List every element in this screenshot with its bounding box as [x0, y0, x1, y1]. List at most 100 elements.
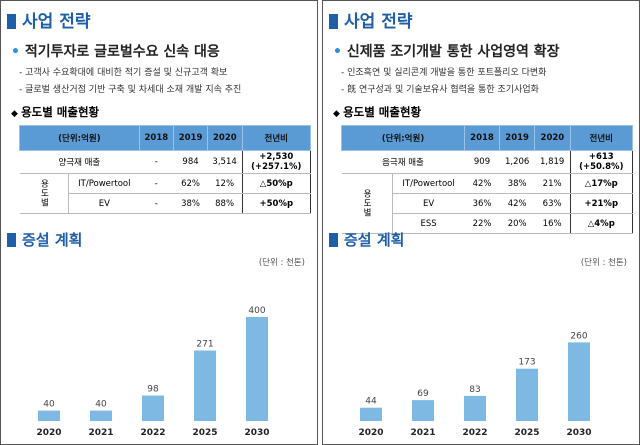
bullet: - 旣 연구성과 및 기술보유사 협력을 통한 조기사업화	[341, 85, 539, 95]
header-cell: 전년비	[241, 125, 312, 151]
header-row: (단위:억원) 2018 2019 2020 전년비	[341, 125, 634, 151]
cell: △50%p	[241, 173, 312, 194]
header-cell: 2020	[207, 125, 243, 151]
cell: 양극재 매출	[19, 150, 140, 174]
cell: 36%	[464, 193, 500, 214]
chart-title: 증설 계획	[7, 229, 82, 250]
table-title: 용도별 매출현황	[333, 104, 421, 120]
x-tick-label: 2025	[192, 428, 217, 438]
x-tick-label: 2025	[514, 428, 539, 438]
bar	[38, 410, 60, 421]
cell: -	[139, 150, 174, 174]
cell: EV	[68, 193, 140, 214]
cell: 3,514	[207, 150, 243, 174]
value-label: 83	[469, 385, 480, 395]
x-tick-label: 2021	[88, 428, 113, 438]
section-title: 사업 전략	[7, 7, 90, 32]
cell: -	[139, 193, 174, 214]
bullet: - 인조흑연 및 실리콘계 개발을 통한 포트폴리오 다변화	[341, 68, 547, 78]
x-tick-label: 2030	[244, 428, 269, 438]
cell: 20%	[499, 213, 535, 234]
unit-label: (단위 : 천톤)	[258, 258, 305, 268]
bullet: - 글로벌 생산거점 기반 구축 및 차세대 소재 개발 지속 추진	[19, 85, 242, 95]
cell: △4%p	[569, 213, 634, 234]
bar	[194, 350, 216, 421]
cell: ESS	[392, 213, 465, 234]
group-label: 용도별	[341, 173, 393, 234]
subtitle: 적기투자로 글로벌수요 신속 대응	[11, 41, 220, 61]
header-cell: 2018	[463, 125, 501, 151]
header-cell: (단위:억원)	[341, 125, 465, 151]
subtitle: 신제품 조기개발 통한 사업영역 확장	[333, 41, 560, 61]
cell: 22%	[464, 213, 500, 234]
bar	[464, 395, 486, 421]
cell: +2,530 (+257.1%)	[241, 150, 312, 174]
cell: 12%	[207, 173, 243, 194]
cell: -	[139, 173, 174, 194]
cell: 1,206	[499, 150, 535, 174]
value-label: 98	[147, 385, 159, 395]
bar	[246, 317, 268, 421]
x-tick-label: 2020	[358, 428, 383, 438]
row: 용도별 IT/Powertool 42% 38% 21% △17%p	[341, 173, 634, 234]
cell: 38%	[499, 173, 535, 194]
header-cell: 2018	[138, 125, 174, 151]
header-row: (단위:억원) 2018 2019 2020 전년비	[19, 125, 312, 151]
header-cell: 전년비	[569, 125, 634, 151]
header-cell: 2019	[172, 125, 209, 151]
value-label: 44	[365, 397, 377, 407]
cell: 21%	[534, 173, 571, 194]
sales-table: (단위:억원) 2018 2019 2020 전년비 양극재 매출 -984 3,514 +2,…	[19, 125, 312, 214]
header-cell: 2020	[534, 125, 571, 151]
x-tick-label: 2021	[410, 428, 435, 438]
value-label: 40	[95, 400, 107, 410]
cell: 음극재 매출	[341, 150, 465, 174]
row: 음극재 매출 909 1,206 1,819 +613 (+50.8%)	[341, 150, 634, 174]
table-title: 용도별 매출현황	[11, 104, 99, 120]
value-label: 173	[518, 358, 535, 368]
value-label: 260	[570, 331, 587, 341]
x-tick-label: 2030	[566, 428, 591, 438]
cell: +50%p	[241, 193, 312, 214]
value-label: 400	[248, 306, 265, 316]
bar	[142, 395, 164, 421]
section-title: 사업 전략	[329, 7, 412, 32]
value-label: 40	[43, 400, 55, 410]
bar	[568, 342, 590, 421]
cell: 984	[173, 150, 208, 174]
bar-chart: 40 2020 40 2021 98 2022 271 2025 400 2030	[36, 306, 269, 438]
value-label: 69	[417, 389, 429, 399]
x-tick-label: 2022	[462, 428, 487, 438]
row: 양극재 매출 -984 3,514 +2,530 (+257.1%)	[19, 150, 312, 174]
sales-table: (단위:억원) 2018 2019 2020 전년비 음극재 매출 909 1,206 1,81…	[341, 125, 634, 234]
value-label: 271	[196, 340, 213, 350]
cell: △17%p	[569, 173, 634, 194]
header-cell: 2019	[499, 125, 536, 151]
cell: 42%	[464, 173, 500, 194]
cell: +613 (+50.8%)	[569, 150, 634, 174]
cell: 1,819	[534, 150, 571, 174]
bar	[360, 407, 382, 421]
cell: 16%	[534, 213, 571, 234]
bar-chart: 44 2020 69 2021 83 2022 173 2025 260 2030	[358, 331, 591, 438]
cell: 88%	[207, 193, 243, 214]
header-cell: (단위:억원)	[19, 125, 140, 151]
row: EV -38% 88% +50%p	[20, 193, 312, 214]
bar	[90, 410, 112, 421]
row: EV 36% 42% 63% +21%p	[342, 193, 634, 214]
bar	[516, 368, 538, 421]
unit-label: (단위 : 천톤)	[580, 258, 627, 268]
cell: 42%	[499, 193, 535, 214]
cell: EV	[392, 193, 465, 214]
chart-title: 증설 계획	[329, 229, 404, 250]
panel: 사업 전략적기투자로 글로벌수요 신속 대응 - 고객사 수요확대에 대비한 적기…	[0, 0, 318, 445]
x-tick-label: 2020	[36, 428, 61, 438]
x-tick-label: 2022	[140, 428, 165, 438]
cell: 63%	[534, 193, 571, 214]
cell: 62%	[173, 173, 208, 194]
row: 용도별 IT/Powertool -62% 12% △50%p	[19, 173, 312, 214]
cell: 909	[464, 150, 500, 174]
cell: +21%p	[569, 193, 634, 214]
row: ESS 22% 20% 16% △4%p	[342, 213, 634, 234]
